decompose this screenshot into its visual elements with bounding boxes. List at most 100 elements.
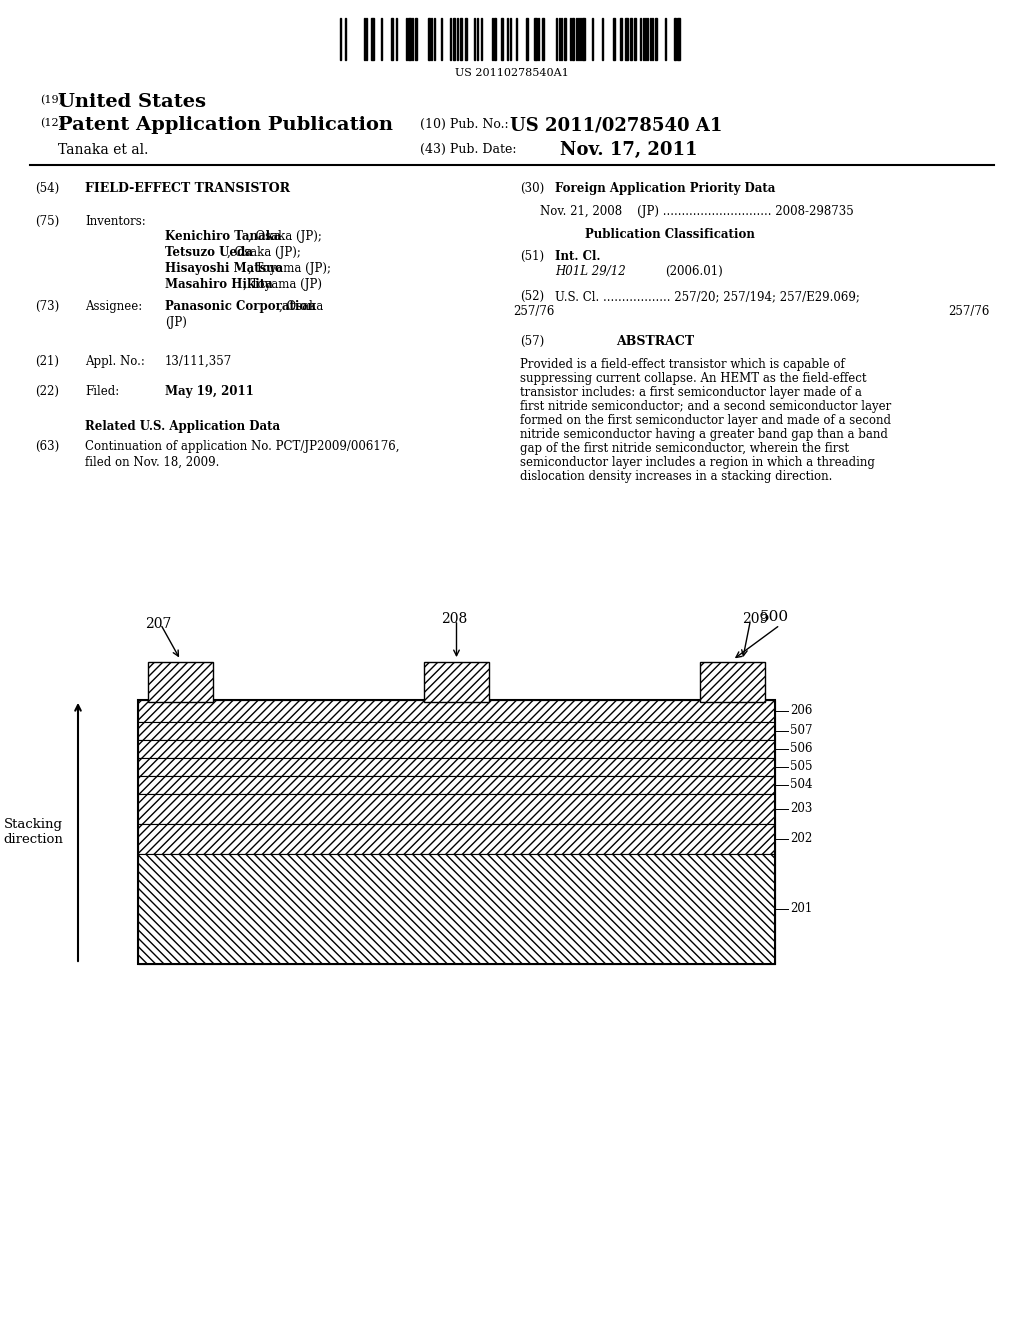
Text: (19): (19) (40, 95, 63, 106)
Bar (501, 18, 503, 59)
Text: Foreign Application Priority Data: Foreign Application Priority Data (555, 182, 775, 195)
Text: Patent Application Publication: Patent Application Publication (58, 116, 393, 135)
Bar (677, 18, 680, 59)
Bar (620, 18, 622, 59)
Text: FIELD-EFFECT TRANSISTOR: FIELD-EFFECT TRANSISTOR (85, 182, 290, 195)
Bar (138, 700, 775, 722)
Text: (43) Pub. Date:: (43) Pub. Date: (420, 143, 516, 156)
Text: Int. Cl.: Int. Cl. (555, 249, 600, 263)
Text: 209: 209 (742, 612, 769, 626)
Text: 202: 202 (790, 833, 812, 846)
Bar (582, 18, 585, 59)
Bar (424, 663, 489, 702)
Bar (700, 663, 765, 702)
Text: , Osaka: , Osaka (279, 300, 324, 313)
Text: H01L 29/12: H01L 29/12 (555, 265, 626, 279)
Bar (613, 18, 615, 59)
Text: (57): (57) (520, 335, 544, 348)
Text: semiconductor layer includes a region in which a threading: semiconductor layer includes a region in… (520, 455, 874, 469)
Text: Hisayoshi Matsuo: Hisayoshi Matsuo (165, 261, 283, 275)
Bar (148, 663, 213, 702)
Text: dislocation density increases in a stacking direction.: dislocation density increases in a stack… (520, 470, 833, 483)
Text: 201: 201 (790, 903, 812, 916)
Bar (460, 18, 462, 59)
Text: , Toyama (JP): , Toyama (JP) (243, 279, 322, 290)
Bar (453, 18, 455, 59)
Bar (542, 18, 544, 59)
Text: (73): (73) (35, 300, 59, 313)
Text: 257/76: 257/76 (514, 305, 555, 318)
Text: Stacking
direction: Stacking direction (3, 818, 62, 846)
Text: Publication Classification: Publication Classification (585, 228, 755, 242)
Text: (10) Pub. No.:: (10) Pub. No.: (420, 117, 509, 131)
Text: 13/111,357: 13/111,357 (165, 355, 232, 368)
Text: (52): (52) (520, 290, 544, 304)
Bar (534, 18, 537, 59)
Text: Nov. 17, 2011: Nov. 17, 2011 (560, 141, 697, 158)
Text: 507: 507 (790, 725, 812, 738)
Text: , Osaka (JP);: , Osaka (JP); (248, 230, 323, 243)
Text: Inventors:: Inventors: (85, 215, 145, 228)
Bar (526, 18, 528, 59)
Bar (138, 700, 775, 964)
Text: Kenichiro Tanaka: Kenichiro Tanaka (165, 230, 282, 243)
Text: (22): (22) (35, 385, 59, 399)
Bar (408, 18, 411, 59)
Bar (138, 854, 775, 964)
Text: Related U.S. Application Data: Related U.S. Application Data (85, 420, 281, 433)
Text: Filed:: Filed: (85, 385, 119, 399)
Text: Tetsuzo Ueda: Tetsuzo Ueda (165, 246, 253, 259)
Text: Continuation of application No. PCT/JP2009/006176,: Continuation of application No. PCT/JP20… (85, 440, 399, 453)
Text: (2006.01): (2006.01) (665, 265, 723, 279)
Bar (138, 824, 775, 854)
Bar (371, 18, 374, 59)
Text: 506: 506 (790, 742, 812, 755)
Bar (634, 18, 636, 59)
Bar (465, 18, 467, 59)
Bar (138, 722, 775, 741)
Bar (564, 18, 566, 59)
Text: (63): (63) (35, 440, 59, 453)
Text: 203: 203 (790, 803, 812, 816)
Text: nitride semiconductor having a greater band gap than a band: nitride semiconductor having a greater b… (520, 428, 888, 441)
Bar (138, 758, 775, 776)
Text: , Toyama (JP);: , Toyama (JP); (248, 261, 331, 275)
Text: 207: 207 (145, 616, 172, 631)
Text: ABSTRACT: ABSTRACT (616, 335, 694, 348)
Text: 206: 206 (790, 705, 812, 718)
Bar (138, 741, 775, 758)
Text: Tanaka et al.: Tanaka et al. (58, 143, 148, 157)
Text: United States: United States (58, 92, 206, 111)
Text: 500: 500 (760, 610, 790, 624)
Bar (630, 18, 632, 59)
Text: Assignee:: Assignee: (85, 300, 142, 313)
Text: (51): (51) (520, 249, 544, 263)
Text: formed on the first semiconductor layer and made of a second: formed on the first semiconductor layer … (520, 414, 891, 426)
Text: US 20110278540A1: US 20110278540A1 (455, 69, 569, 78)
Text: transistor includes: a first semiconductor layer made of a: transistor includes: a first semiconduct… (520, 385, 862, 399)
Bar (138, 795, 775, 824)
Bar (494, 18, 496, 59)
Bar (428, 18, 430, 59)
Bar (415, 18, 417, 59)
Text: gap of the first nitride semiconductor, wherein the first: gap of the first nitride semiconductor, … (520, 442, 849, 455)
Text: , Osaka (JP);: , Osaka (JP); (227, 246, 301, 259)
Text: suppressing current collapse. An HEMT as the field-effect: suppressing current collapse. An HEMT as… (520, 372, 866, 385)
Text: Provided is a field-effect transistor which is capable of: Provided is a field-effect transistor wh… (520, 358, 845, 371)
Text: Nov. 21, 2008    (JP) ............................. 2008-298735: Nov. 21, 2008 (JP) .....................… (540, 205, 854, 218)
Text: 505: 505 (790, 760, 812, 774)
Bar (625, 18, 628, 59)
Text: (54): (54) (35, 182, 59, 195)
Text: US 2011/0278540 A1: US 2011/0278540 A1 (510, 116, 722, 135)
Text: (30): (30) (520, 182, 544, 195)
Text: first nitride semiconductor; and a second semiconductor layer: first nitride semiconductor; and a secon… (520, 400, 891, 413)
Text: (21): (21) (35, 355, 59, 368)
Text: (75): (75) (35, 215, 59, 228)
Text: (12): (12) (40, 117, 63, 128)
Text: 208: 208 (441, 612, 468, 626)
Text: Panasonic Corporation: Panasonic Corporation (165, 300, 315, 313)
Text: Appl. No.:: Appl. No.: (85, 355, 144, 368)
Text: filed on Nov. 18, 2009.: filed on Nov. 18, 2009. (85, 455, 219, 469)
Bar (674, 18, 676, 59)
Text: U.S. Cl. .................. 257/20; 257/194; 257/E29.069;: U.S. Cl. .................. 257/20; 257/… (555, 290, 860, 304)
